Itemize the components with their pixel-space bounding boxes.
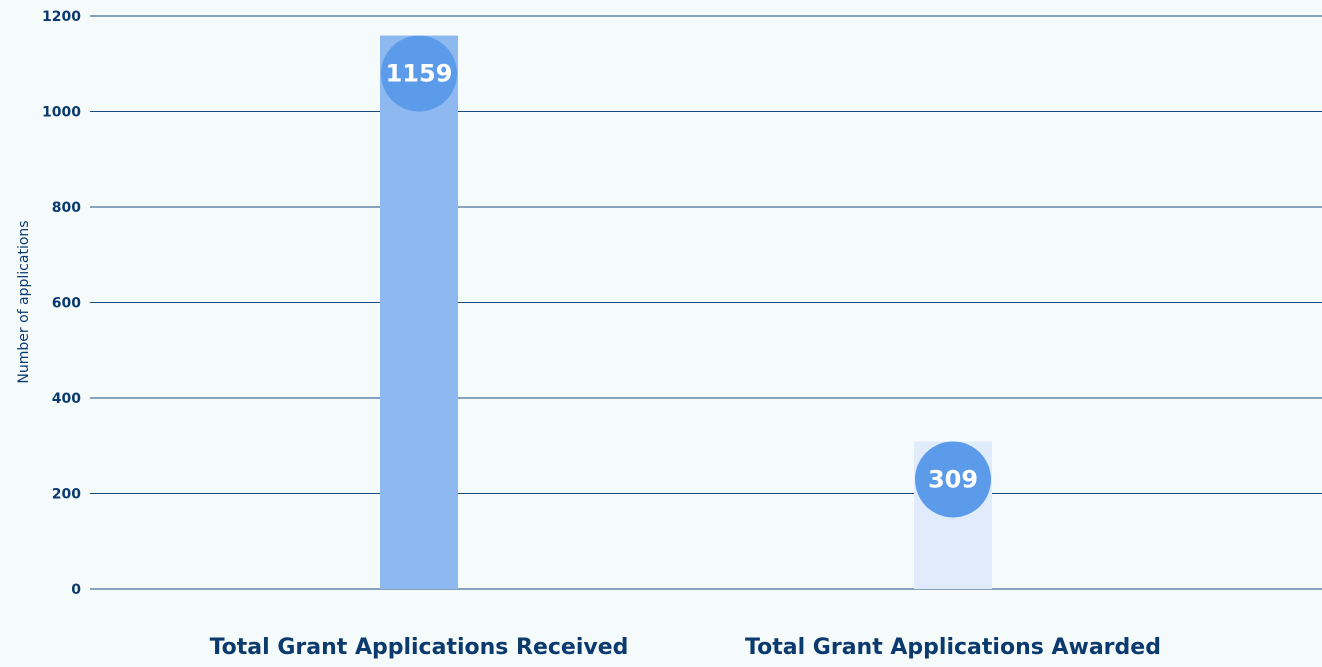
y-axis-title: Number of applications [16, 220, 32, 383]
y-tick-label: 200 [52, 487, 81, 503]
bar [380, 35, 458, 589]
value-badge [381, 35, 457, 112]
y-tick-label: 0 [71, 582, 81, 598]
y-tick-label: 400 [52, 391, 81, 407]
data-label: 309 [928, 465, 978, 493]
y-tick-label: 1200 [42, 9, 81, 25]
value-badge [915, 441, 991, 518]
y-tick-label: 600 [52, 296, 81, 312]
x-tick-label: Total Grant Applications Received [210, 635, 629, 660]
data-label: 1159 [386, 60, 453, 88]
x-tick-label: Total Grant Applications Awarded [745, 635, 1161, 660]
y-tick-label: 1000 [42, 105, 81, 121]
y-tick-label: 800 [52, 200, 81, 216]
